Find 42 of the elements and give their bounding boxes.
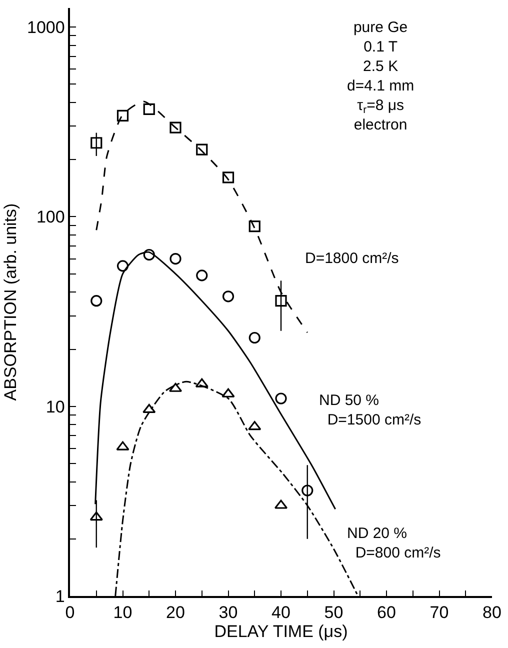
point — [248, 220, 260, 232]
y-tick-label: 1 — [55, 586, 65, 606]
annotation: ND 50 % D=1500 cm²/s — [319, 392, 422, 428]
annotation: ND 20 % D=800 cm²/s — [347, 525, 441, 562]
x-tick-label: 40 — [272, 603, 290, 622]
point — [196, 144, 208, 156]
point — [275, 392, 287, 404]
annotation: D=1800 cm²/s — [305, 250, 399, 267]
x-tick-label: 60 — [377, 603, 396, 622]
y-tick-label: 10 — [46, 397, 65, 416]
point — [143, 248, 155, 261]
point — [116, 441, 130, 450]
point — [170, 122, 182, 134]
point — [90, 295, 102, 307]
point — [142, 404, 156, 414]
point — [143, 103, 155, 115]
point — [302, 484, 314, 496]
point — [222, 172, 234, 184]
point — [248, 421, 262, 430]
point — [116, 110, 129, 122]
x-tick-label: 20 — [166, 603, 185, 622]
x-tick-label: 0 — [65, 603, 75, 622]
annotation: pure Ge 0.1 T 2.5 K d=4.1 mm τ$_{r}$=8 μs electron — [347, 19, 414, 134]
point — [222, 290, 234, 302]
point — [248, 332, 260, 344]
x-axis-title: DELAY TIME (μs) — [214, 622, 348, 642]
point — [116, 260, 129, 272]
point — [196, 270, 208, 282]
y-tick-label: 1000 — [27, 18, 65, 37]
x-tick-label: 10 — [113, 603, 132, 622]
point — [275, 295, 287, 307]
x-tick-label: 50 — [324, 603, 344, 622]
y-axis-title: ABSORPTION (arb. units) — [1, 203, 20, 401]
point — [170, 252, 182, 265]
point — [90, 511, 103, 521]
point — [90, 137, 102, 149]
point — [222, 388, 235, 398]
y-tick-label: 100 — [36, 208, 65, 227]
x-tick-label: 80 — [482, 603, 502, 622]
point — [195, 378, 208, 388]
x-tick-label: 70 — [430, 603, 449, 622]
x-tick-label: 30 — [218, 603, 238, 622]
